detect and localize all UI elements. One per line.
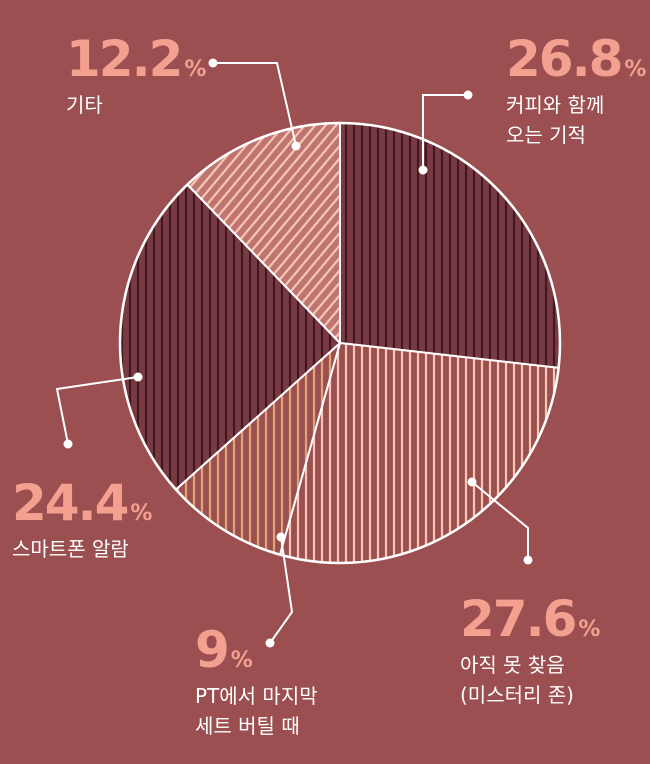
percent-label: 24.4% bbox=[12, 478, 152, 528]
percent-value: 12.2 bbox=[66, 30, 183, 88]
leader-line bbox=[213, 62, 297, 147]
leader-line bbox=[55, 376, 139, 445]
leader-dot bbox=[133, 372, 143, 382]
leader-dot bbox=[276, 532, 286, 542]
leader-dot bbox=[208, 58, 218, 68]
percent-value: 26.8 bbox=[506, 30, 623, 88]
percent-unit: % bbox=[578, 617, 601, 642]
leader-dot bbox=[63, 439, 73, 449]
leader-line bbox=[422, 94, 468, 170]
percent-label: 27.6% bbox=[460, 594, 600, 644]
slice-label-line: PT에서 마지막 bbox=[195, 684, 318, 708]
percent-label: 9% bbox=[195, 625, 318, 675]
leader-dot bbox=[418, 165, 428, 175]
leader-dot bbox=[463, 90, 473, 100]
percent-unit: % bbox=[624, 57, 647, 82]
slice-label-line: 기타 bbox=[66, 93, 103, 117]
percent-value: 9 bbox=[195, 621, 230, 679]
leader-line bbox=[269, 536, 294, 644]
leader-line bbox=[471, 481, 529, 560]
percent-label: 26.8% bbox=[506, 34, 646, 84]
callout-mystery: 27.6% 아직 못 찾음 (미스터리 존) bbox=[460, 594, 600, 710]
callout-etc: 12.2% 기타 bbox=[66, 34, 206, 120]
percent-unit: % bbox=[230, 648, 253, 673]
callout-pt: 9% PT에서 마지막 세트 버틸 때 bbox=[195, 625, 318, 741]
callout-alarm: 24.4% 스마트폰 알람 bbox=[12, 478, 152, 564]
percent-unit: % bbox=[184, 57, 207, 82]
slice-label-line: 스마트폰 알람 bbox=[12, 537, 129, 561]
percent-unit: % bbox=[130, 501, 153, 526]
slice-label-line: 오는 기적 bbox=[506, 123, 586, 147]
percent-value: 27.6 bbox=[460, 590, 577, 648]
pie-outline bbox=[118, 121, 562, 565]
leader-dot bbox=[467, 477, 477, 487]
slice-label-line: 커피와 함께 bbox=[506, 93, 605, 117]
slice-label-line: 세트 버틸 때 bbox=[195, 714, 300, 738]
percent-label: 12.2% bbox=[66, 34, 206, 84]
leader-dot bbox=[523, 555, 533, 565]
slice-label-line: (미스터리 존) bbox=[460, 683, 574, 707]
pie-slice bbox=[339, 122, 561, 369]
leader-dot bbox=[291, 141, 301, 151]
callout-coffee: 26.8% 커피와 함께 오는 기적 bbox=[506, 34, 646, 150]
percent-value: 24.4 bbox=[12, 474, 129, 532]
slice-label-line: 아직 못 찾음 bbox=[460, 653, 565, 677]
leader-dot bbox=[265, 638, 275, 648]
